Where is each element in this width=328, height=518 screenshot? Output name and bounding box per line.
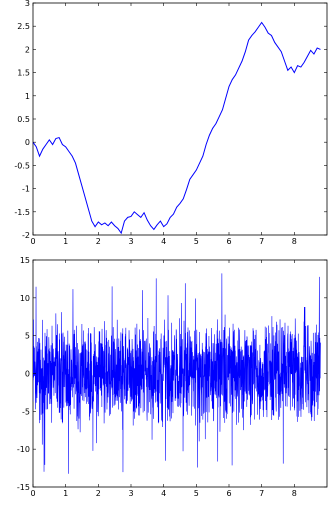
y-tick-label: 5 [25, 332, 30, 341]
x-tick-label: 3 [128, 237, 133, 246]
y-tick-label: 0.5 [17, 115, 30, 124]
x-tick-label: 0 [30, 489, 35, 498]
x-tick-label: 0 [30, 237, 35, 246]
y-tick-label: 2 [25, 45, 30, 54]
x-tick-label: 7 [259, 237, 264, 246]
x-tick-label: 1 [63, 237, 68, 246]
y-tick-label: 10 [20, 294, 30, 303]
x-tick-label: 1 [63, 489, 68, 498]
x-tick-label: 2 [96, 237, 101, 246]
x-tick-label: 5 [194, 489, 199, 498]
y-tick-label: -10 [17, 445, 30, 454]
y-tick-label: 3 [25, 0, 30, 8]
y-tick-label: -0.5 [14, 161, 30, 170]
x-tick-label: 6 [226, 237, 231, 246]
top-plot: 0 1 2 3 4 5 6 7 8 -2 -1.5 -1 -0.5 0 0.5 1 1.5 2 2.5 3 [14, 0, 328, 246]
y-tick-label: 15 [20, 256, 30, 265]
series-line [33, 21, 321, 235]
y-tick-label: 1.5 [17, 69, 30, 78]
y-tick-label: -5 [22, 407, 30, 416]
bottom-plot: 0 1 2 3 4 5 6 7 8 -15 -10 -5 0 5 10 15 [17, 256, 328, 498]
x-tick-label: 2 [96, 489, 101, 498]
y-tick-label: -2 [22, 231, 30, 240]
x-tick-label: 3 [128, 489, 133, 498]
x-tick-label: 7 [259, 489, 264, 498]
x-tick-label: 6 [226, 489, 231, 498]
x-tick-label: 8 [292, 237, 297, 246]
x-tick-label: 8 [292, 489, 297, 498]
y-tick-label: 0 [25, 138, 30, 147]
y-tick-label: -1.5 [14, 208, 30, 217]
y-tick-label: 1 [25, 92, 30, 101]
x-tick-label: 4 [161, 489, 166, 498]
y-tick-label: 0 [25, 370, 30, 379]
y-tick-label: -1 [22, 185, 30, 194]
y-tick-label: -15 [17, 483, 30, 492]
x-tick-label: 5 [194, 237, 199, 246]
axes-frame [32, 2, 328, 236]
x-tick-label: 4 [161, 237, 166, 246]
series-line [33, 273, 321, 474]
y-tick-label: 2.5 [17, 22, 30, 31]
